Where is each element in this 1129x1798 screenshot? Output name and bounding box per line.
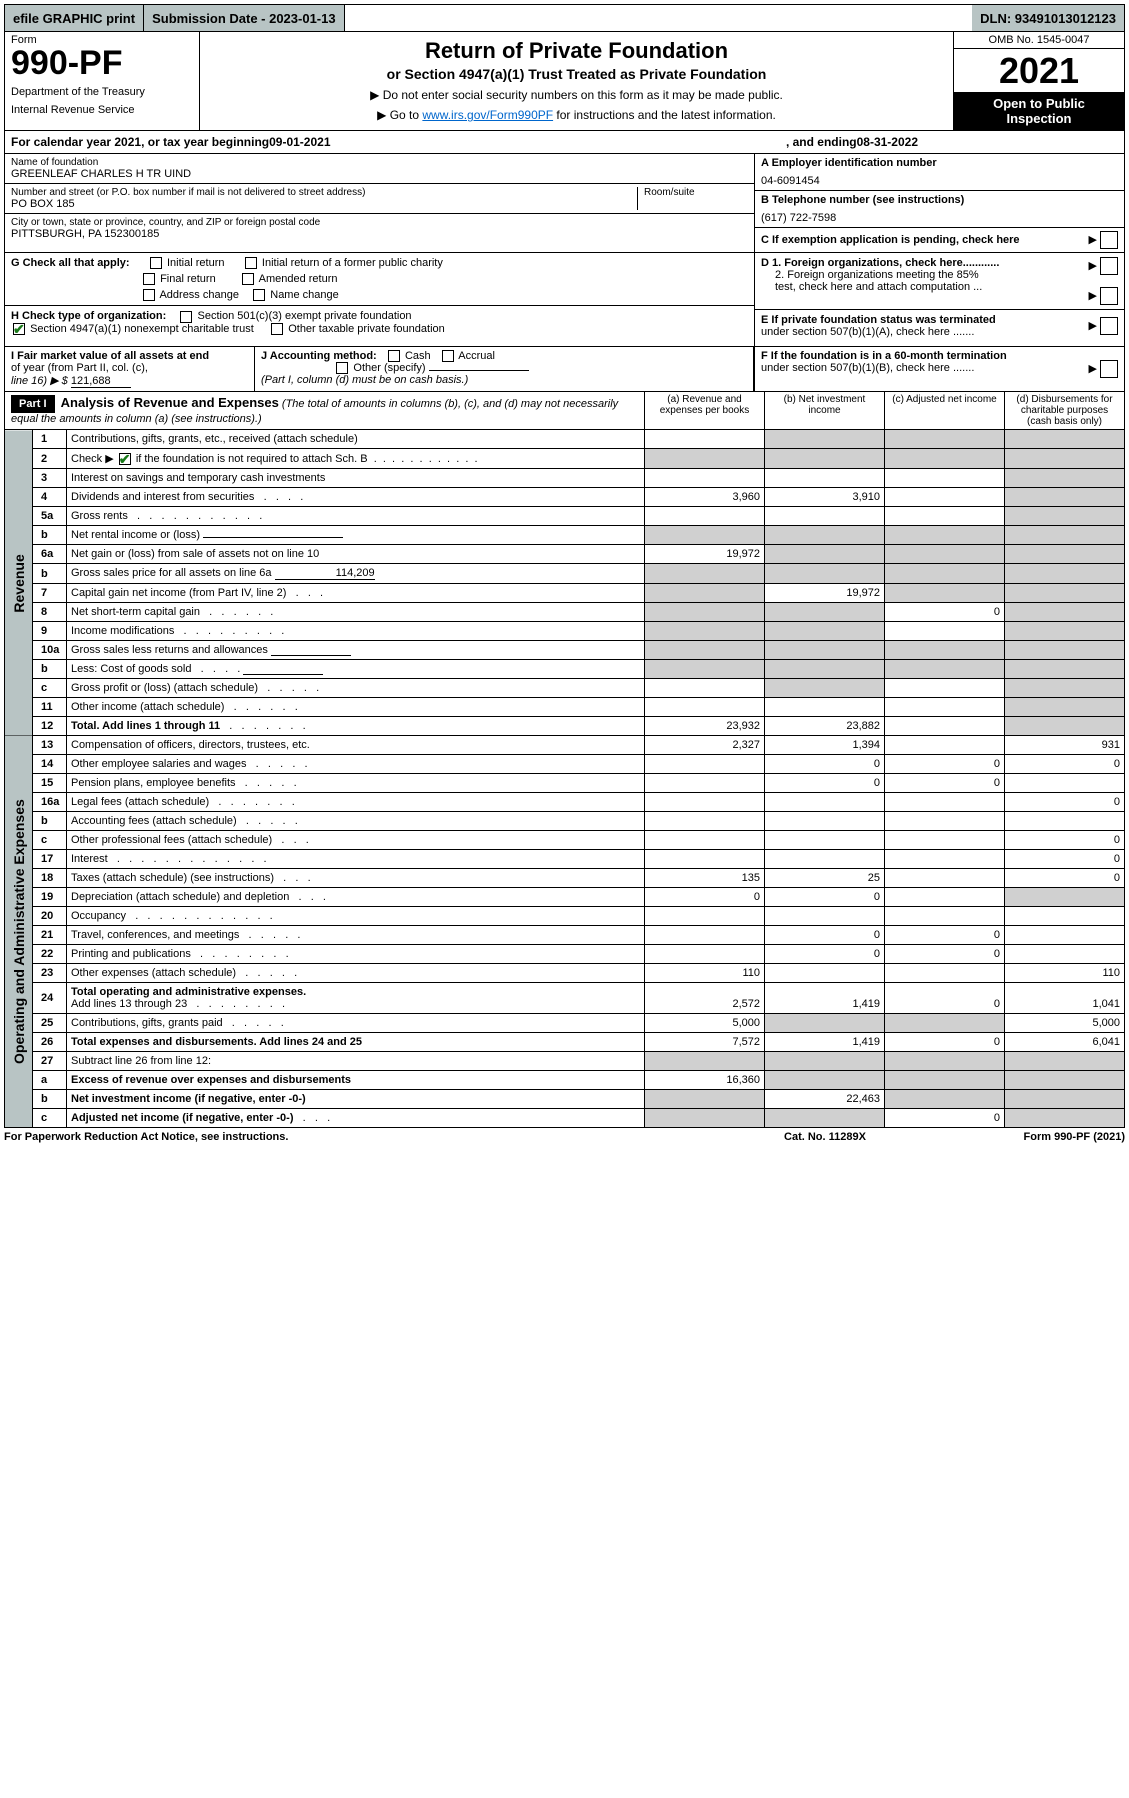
foundation-name: GREENLEAF CHARLES H TR UIND [11, 168, 748, 180]
e2-label: under section 507(b)(1)(A), check here .… [761, 326, 974, 338]
revenue-side-label: Revenue [5, 430, 33, 736]
d1-checkbox[interactable] [1100, 257, 1118, 275]
f-checkbox[interactable] [1100, 360, 1118, 378]
h-other-checkbox[interactable] [271, 323, 283, 335]
tax-year: 2021 [954, 49, 1124, 92]
h-label: H Check type of organization: [11, 310, 166, 322]
foundation-name-label: Name of foundation [11, 157, 748, 168]
top-bar: efile GRAPHIC print Submission Date - 20… [4, 4, 1125, 32]
g-label: G Check all that apply: [11, 257, 130, 269]
col-b-head: (b) Net investment income [764, 392, 884, 429]
efile-label[interactable]: efile GRAPHIC print [5, 5, 144, 31]
j-accrual-checkbox[interactable] [442, 350, 454, 362]
i-label2: of year (from Part II, col. (c), [11, 362, 148, 374]
footer-cat: Cat. No. 11289X [725, 1131, 925, 1143]
ein-value: 04-6091454 [761, 175, 1118, 187]
g-final-checkbox[interactable] [143, 273, 155, 285]
footer-form: Form 990-PF (2021) [925, 1131, 1125, 1143]
entity-info-block: Name of foundation GREENLEAF CHARLES H T… [4, 154, 1125, 253]
section-c-label: C If exemption application is pending, c… [761, 234, 1020, 246]
expenses-side-label: Operating and Administrative Expenses [5, 736, 33, 1128]
dept-irs: Internal Revenue Service [11, 104, 193, 116]
g-amended-checkbox[interactable] [242, 273, 254, 285]
g-name-checkbox[interactable] [253, 289, 265, 301]
f1-label: F If the foundation is in a 60-month ter… [761, 350, 1007, 362]
col-d-head: (d) Disbursements for charitable purpose… [1004, 392, 1124, 429]
ssn-note: ▶ Do not enter social security numbers o… [210, 88, 943, 102]
col-a-head: (a) Revenue and expenses per books [644, 392, 764, 429]
dln-label: DLN: 93491013012123 [972, 5, 1124, 31]
i-label3: line 16) ▶ $ [11, 375, 68, 387]
part1-header-row: Part I Analysis of Revenue and Expenses … [4, 392, 1125, 430]
form-subtitle: or Section 4947(a)(1) Trust Treated as P… [210, 66, 943, 82]
col-c-head: (c) Adjusted net income [884, 392, 1004, 429]
i-label1: I Fair market value of all assets at end [11, 350, 209, 362]
d2a-label: 2. Foreign organizations meeting the 85% [761, 269, 979, 281]
d2b-label: test, check here and attach computation … [761, 281, 982, 293]
j-cash-checkbox[interactable] [388, 350, 400, 362]
d2-checkbox[interactable] [1100, 287, 1118, 305]
calendar-year-row: For calendar year 2021, or tax year begi… [4, 131, 1125, 154]
section-c-checkbox[interactable] [1100, 231, 1118, 249]
g-initial-former-checkbox[interactable] [245, 257, 257, 269]
i-fmv-value: 121,688 [71, 375, 131, 388]
e1-label: E If private foundation status was termi… [761, 314, 996, 326]
part1-title: Analysis of Revenue and Expenses [61, 395, 279, 410]
ein-label: A Employer identification number [761, 157, 1118, 169]
schb-checkbox[interactable] [119, 453, 131, 465]
city-value: PITTSBURGH, PA 152300185 [11, 228, 748, 240]
f2-label: under section 507(b)(1)(B), check here .… [761, 362, 974, 374]
h-4947-checkbox[interactable] [13, 323, 25, 335]
section-i-j-f: I Fair market value of all assets at end… [4, 347, 1125, 392]
phone-label: B Telephone number (see instructions) [761, 194, 1118, 206]
part1-label: Part I [11, 395, 55, 413]
phone-value: (617) 722-7598 [761, 212, 1118, 224]
j-note: (Part I, column (d) must be on cash basi… [261, 374, 468, 386]
address-value: PO BOX 185 [11, 198, 637, 210]
h-501-checkbox[interactable] [180, 311, 192, 323]
footer-left: For Paperwork Reduction Act Notice, see … [4, 1131, 725, 1143]
section-g-h: G Check all that apply: Initial return I… [4, 253, 1125, 347]
part1-table: Revenue 1Contributions, gifts, grants, e… [4, 430, 1125, 1128]
j-label: J Accounting method: [261, 350, 377, 362]
open-public-box: Open to PublicInspection [954, 92, 1124, 130]
omb-number: OMB No. 1545-0047 [954, 32, 1124, 49]
address-label: Number and street (or P.O. box number if… [11, 187, 637, 198]
submission-date: Submission Date - 2023-01-13 [144, 5, 345, 31]
e-checkbox[interactable] [1100, 317, 1118, 335]
g-address-checkbox[interactable] [143, 289, 155, 301]
page-footer: For Paperwork Reduction Act Notice, see … [4, 1128, 1125, 1146]
form-title: Return of Private Foundation [210, 38, 943, 64]
city-label: City or town, state or province, country… [11, 217, 748, 228]
form-header: Form 990-PF Department of the Treasury I… [4, 32, 1125, 131]
form-number: 990-PF [11, 46, 193, 80]
form990pf-link[interactable]: www.irs.gov/Form990PF [422, 108, 553, 122]
d1-label: D 1. Foreign organizations, check here..… [761, 257, 999, 269]
j-other-checkbox[interactable] [336, 362, 348, 374]
goto-note: ▶ Go to www.irs.gov/Form990PF for instru… [210, 108, 943, 122]
room-label: Room/suite [644, 187, 748, 198]
dept-treasury: Department of the Treasury [11, 86, 193, 98]
g-initial-checkbox[interactable] [150, 257, 162, 269]
